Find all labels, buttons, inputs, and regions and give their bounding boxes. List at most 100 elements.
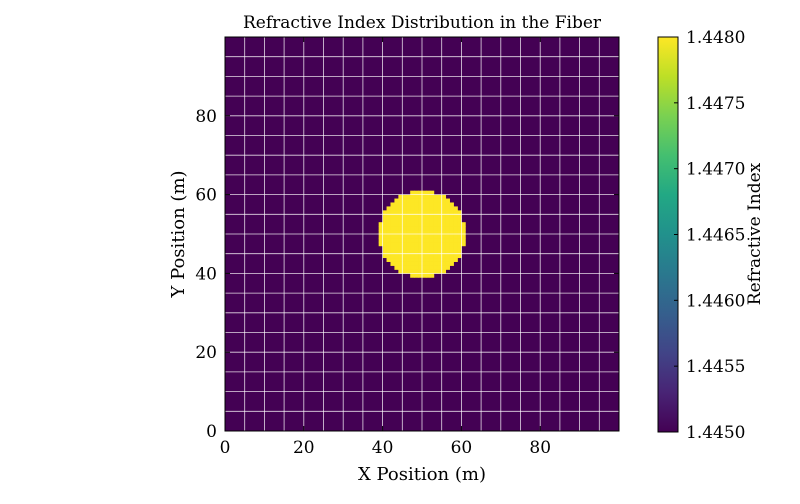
core-cell <box>433 230 439 235</box>
core-cell <box>382 230 387 235</box>
core-cell <box>449 206 454 211</box>
core-cell <box>410 190 415 195</box>
core-cell <box>437 222 443 227</box>
core-cell <box>398 194 403 199</box>
core-cell <box>441 253 447 259</box>
core-cell <box>398 241 403 247</box>
core-cell <box>445 237 450 243</box>
core-cell <box>390 218 395 223</box>
core-cell <box>390 261 395 266</box>
core-cell <box>422 257 427 262</box>
core-cell <box>410 194 415 199</box>
core-cell <box>406 226 411 231</box>
core-cell <box>457 241 462 247</box>
core-cell <box>441 202 447 207</box>
core-cell <box>402 257 407 262</box>
core-cell <box>410 210 415 215</box>
core-cell <box>414 257 419 262</box>
x-tick-label: 80 <box>529 438 551 458</box>
core-cell <box>433 253 439 259</box>
core-cell <box>386 210 391 215</box>
core-cell <box>414 245 419 251</box>
grid-lines <box>225 37 619 431</box>
core-cell <box>418 253 423 259</box>
y-axis: 0 20 40 60 80 <box>195 107 619 442</box>
core-cell <box>449 241 454 247</box>
core-cell <box>398 269 403 274</box>
core-cell <box>418 218 423 223</box>
core-cell <box>425 234 431 239</box>
core-cell <box>414 222 419 227</box>
colorbar-tick-label: 1.4460 <box>686 291 745 311</box>
core-cell <box>433 245 439 251</box>
core-cell <box>433 269 439 274</box>
core-cell <box>445 257 450 262</box>
core-cell <box>445 261 450 266</box>
core-cell <box>457 234 462 239</box>
core-cell <box>414 269 419 274</box>
colorbar-tick-label: 1.4475 <box>686 94 745 114</box>
core-cell <box>386 245 391 251</box>
core-cell <box>398 218 403 223</box>
core-cell <box>461 222 466 227</box>
core-cell <box>422 190 427 195</box>
core-cell <box>422 194 427 199</box>
core-cell <box>418 265 423 270</box>
core-cell <box>406 194 411 199</box>
core-cell <box>441 241 447 247</box>
core-cell <box>382 210 387 215</box>
core-cell <box>457 218 462 223</box>
core-cell <box>422 218 427 223</box>
y-tick-label: 0 <box>206 422 217 442</box>
core-cell <box>378 241 383 247</box>
core-cell <box>445 218 450 223</box>
core-cell <box>422 261 427 266</box>
core-cell <box>453 206 458 211</box>
core-cell <box>433 241 439 247</box>
core-cell <box>414 194 419 199</box>
core-cell <box>441 198 447 203</box>
core-cell <box>429 237 435 243</box>
core-cell <box>422 241 427 247</box>
core-cell <box>382 218 387 223</box>
core-cell <box>414 218 419 223</box>
core-cell <box>394 234 399 239</box>
core-cell <box>410 237 415 243</box>
core-cell <box>449 234 454 239</box>
core-cell <box>453 210 458 215</box>
core-cell <box>410 214 415 219</box>
core-cell <box>402 226 407 231</box>
core-cell <box>433 202 439 207</box>
core-cell <box>406 253 411 259</box>
core-cell <box>386 249 391 255</box>
core-cell <box>402 249 407 255</box>
core-cell <box>461 237 466 243</box>
core-cell <box>441 257 447 262</box>
core-cell <box>418 230 423 235</box>
core-cell <box>441 194 447 199</box>
core-cell <box>422 265 427 270</box>
core-cell <box>422 245 427 251</box>
core-cell <box>433 226 439 231</box>
core-cell <box>453 253 458 259</box>
core-cell <box>433 210 439 215</box>
core-cell <box>414 241 419 247</box>
core-cell <box>453 249 458 255</box>
core-cell <box>382 237 387 243</box>
core-cell <box>390 245 395 251</box>
core-cell <box>445 202 450 207</box>
core-cell <box>406 261 411 266</box>
core-cell <box>402 253 407 259</box>
core-cell <box>418 222 423 227</box>
core-cell <box>429 206 435 211</box>
core-cell <box>433 218 439 223</box>
core-cell <box>433 257 439 262</box>
core-cell <box>453 214 458 219</box>
core-cell <box>414 214 419 219</box>
core-cell <box>429 249 435 255</box>
core-cell <box>453 234 458 239</box>
core-cell <box>410 234 415 239</box>
core-cell <box>461 226 466 231</box>
